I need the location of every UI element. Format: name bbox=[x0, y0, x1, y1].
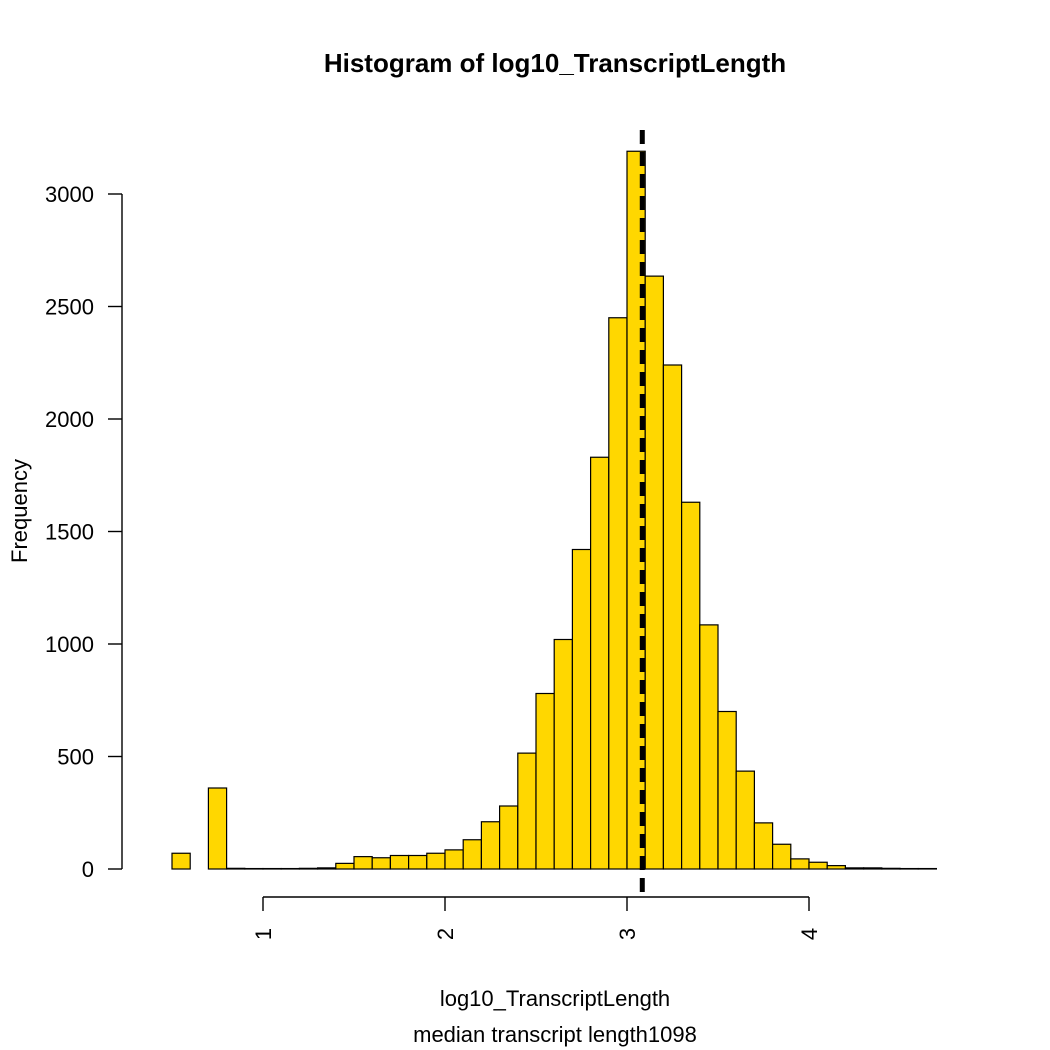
histogram-bar bbox=[644, 275, 665, 870]
chart-title: Histogram of log10_TranscriptLength bbox=[324, 48, 786, 78]
y-tick-label: 1000 bbox=[45, 632, 94, 657]
histogram-bar bbox=[353, 856, 373, 870]
y-tick-label: 1500 bbox=[45, 520, 94, 545]
histogram-bar bbox=[207, 787, 228, 870]
histogram-bar bbox=[335, 862, 355, 870]
x-tick-label: 2 bbox=[433, 928, 458, 940]
x-axis: 1 2 3 4 bbox=[251, 896, 822, 940]
y-tick-label: 2500 bbox=[45, 295, 94, 320]
histogram-bar bbox=[535, 692, 555, 870]
x-tick-label: 1 bbox=[251, 928, 276, 940]
histogram-bar bbox=[881, 867, 901, 870]
histogram-bar bbox=[753, 822, 774, 870]
y-tick-label: 0 bbox=[82, 857, 94, 882]
histogram-bar bbox=[826, 865, 847, 870]
histogram-bar bbox=[571, 548, 592, 870]
bars-group bbox=[171, 150, 938, 870]
histogram-bar bbox=[499, 805, 519, 870]
y-tick-label: 500 bbox=[57, 745, 94, 770]
histogram-bar bbox=[171, 852, 191, 870]
histogram-bar bbox=[662, 364, 683, 870]
histogram-bar bbox=[426, 852, 446, 870]
histogram-bar bbox=[680, 501, 701, 870]
y-tick-label: 3000 bbox=[45, 182, 94, 207]
histogram-bar bbox=[480, 821, 501, 870]
histogram-bar bbox=[735, 770, 756, 870]
x-tick-label: 3 bbox=[615, 928, 640, 940]
histogram-bar bbox=[462, 839, 483, 870]
chart-subtitle: median transcript length1098 bbox=[413, 1022, 697, 1047]
y-tick-label: 2000 bbox=[45, 407, 94, 432]
histogram-bar bbox=[608, 317, 628, 870]
histogram-bar bbox=[444, 849, 464, 870]
histogram-bar bbox=[389, 854, 410, 870]
histogram-bar bbox=[371, 857, 392, 870]
histogram-bar bbox=[771, 843, 792, 870]
histogram-bar bbox=[844, 867, 865, 870]
histogram-bar bbox=[517, 752, 537, 870]
histogram-bar bbox=[298, 867, 319, 870]
x-axis-label: log10_TranscriptLength bbox=[440, 986, 670, 1011]
histogram-bar bbox=[790, 858, 810, 870]
histogram-bar bbox=[553, 638, 574, 870]
y-axis-label: Frequency bbox=[7, 459, 32, 563]
histogram-bar bbox=[717, 710, 737, 870]
histogram-bar bbox=[808, 861, 828, 870]
histogram-bar bbox=[589, 456, 610, 870]
histogram-bar bbox=[862, 867, 883, 870]
histogram-bar bbox=[699, 624, 719, 870]
y-axis: 0 500 1000 1500 2000 2500 3000 bbox=[45, 182, 123, 882]
histogram-bar bbox=[317, 867, 337, 870]
histogram-bar bbox=[408, 854, 428, 870]
histogram-bar bbox=[226, 867, 246, 870]
x-tick-label: 4 bbox=[797, 928, 822, 940]
